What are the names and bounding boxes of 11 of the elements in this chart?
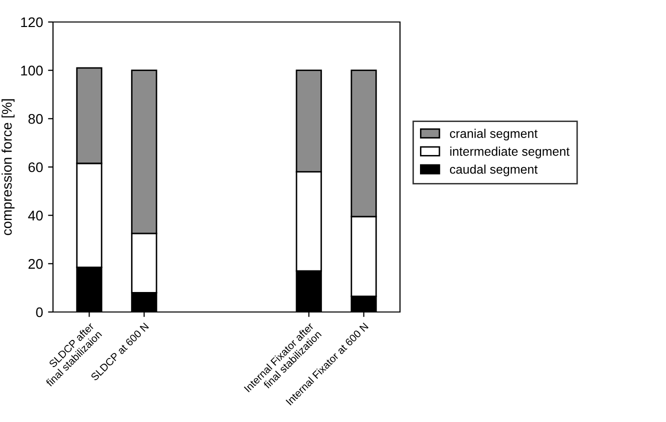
y-tick-label: 120: [21, 17, 43, 28]
y-tick-label: 0: [36, 307, 43, 318]
y-tick-label: 80: [28, 114, 43, 124]
legend-label: intermediate segment: [450, 146, 570, 158]
y-tick-label: 60: [28, 162, 43, 172]
y-tick-label: 100: [21, 66, 43, 76]
y-tick-label: 40: [28, 210, 43, 221]
y-tick-label: 20: [28, 259, 43, 269]
legend-label: caudal segment: [450, 164, 538, 176]
legend-label: cranial segment: [450, 128, 538, 140]
y-axis-title: compression force [%]: [2, 99, 15, 236]
